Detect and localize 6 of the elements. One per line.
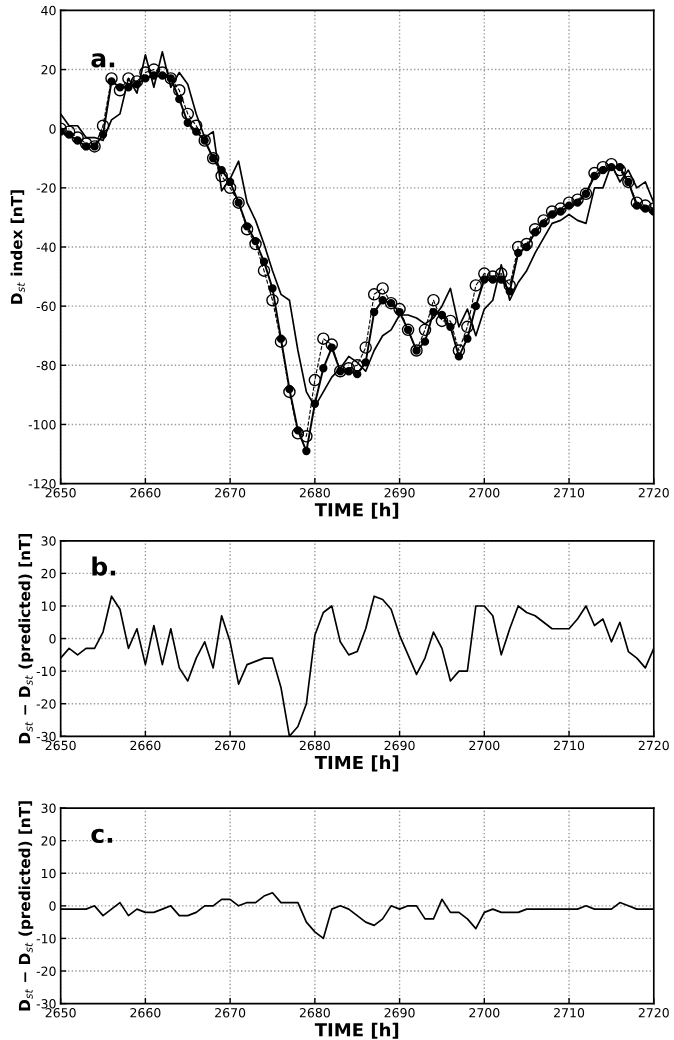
annotation: b. [92, 556, 116, 576]
x-axis-title: TIME [h] [314, 502, 399, 519]
x-axis-title: TIME [h] [314, 1022, 399, 1039]
annotation: a. [91, 53, 115, 68]
x-axis-title: TIME [h] [314, 755, 399, 772]
annotation: c. [91, 828, 113, 844]
